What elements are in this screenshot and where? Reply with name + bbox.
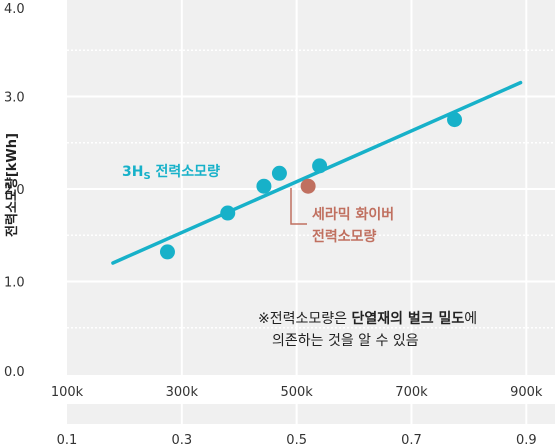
y-tick-label: 0.0	[4, 365, 25, 380]
x2-tick-label: 0.5	[286, 433, 307, 448]
ceramic-label-line1: 세라믹 화이버	[312, 206, 394, 223]
y-tick-label: 1.0	[4, 276, 25, 291]
data-point	[159, 244, 175, 260]
x2-tick-label: 0.9	[516, 433, 537, 448]
series-label-3hs-main: 3H	[122, 164, 143, 180]
x2-tick-labels: 0.1 0.3 0.5 0.7 0.9	[57, 433, 537, 448]
x-tick-labels: 100k 300k 500k 700k 900k	[51, 385, 543, 400]
axis-band	[67, 404, 555, 424]
grid	[67, 0, 555, 424]
ceramic-label-line2: 전력소모량	[312, 228, 377, 245]
y-tick-label: 3.0	[4, 91, 25, 106]
x2-tick-label: 0.3	[171, 433, 192, 448]
data-point	[447, 112, 463, 128]
data-point	[271, 165, 287, 181]
y-tick-labels: 0.0 1.0 2.0 3.0 4.0	[4, 2, 25, 380]
y-axis-label: 전력소모량[kWh]	[4, 133, 20, 237]
note-prefix: ※전력소모량은	[258, 311, 351, 327]
note-bold: 단열재의 벌크 밀도	[351, 310, 464, 327]
y-tick-label: 2.0	[4, 183, 25, 198]
note-suffix: 에	[464, 311, 477, 327]
x-tick-label: 700k	[395, 385, 428, 400]
ceramic-callout-line	[290, 188, 307, 225]
data-point	[300, 178, 316, 194]
x-tick-label: 300k	[166, 385, 199, 400]
x-tick-label: 500k	[280, 385, 313, 400]
series-label-3hs-rest: 전력소모량	[151, 163, 220, 180]
note-line1: ※전력소모량은 단열재의 벌크 밀도에	[258, 310, 477, 327]
series-label-3hs: 3HS 전력소모량	[122, 163, 220, 182]
x-tick-label: 900k	[510, 385, 543, 400]
y-tick-label: 4.0	[4, 2, 25, 17]
data-point	[256, 178, 272, 194]
series-layer	[111, 80, 523, 265]
note-line2: 의존하는 것을 알 수 있음	[272, 333, 419, 349]
x-tick-label: 100k	[51, 385, 84, 400]
series-label-3hs-sub: S	[143, 171, 150, 182]
data-point	[220, 205, 236, 221]
data-point	[312, 158, 328, 174]
x2-tick-label: 0.1	[57, 433, 78, 448]
x2-tick-label: 0.7	[401, 433, 422, 448]
